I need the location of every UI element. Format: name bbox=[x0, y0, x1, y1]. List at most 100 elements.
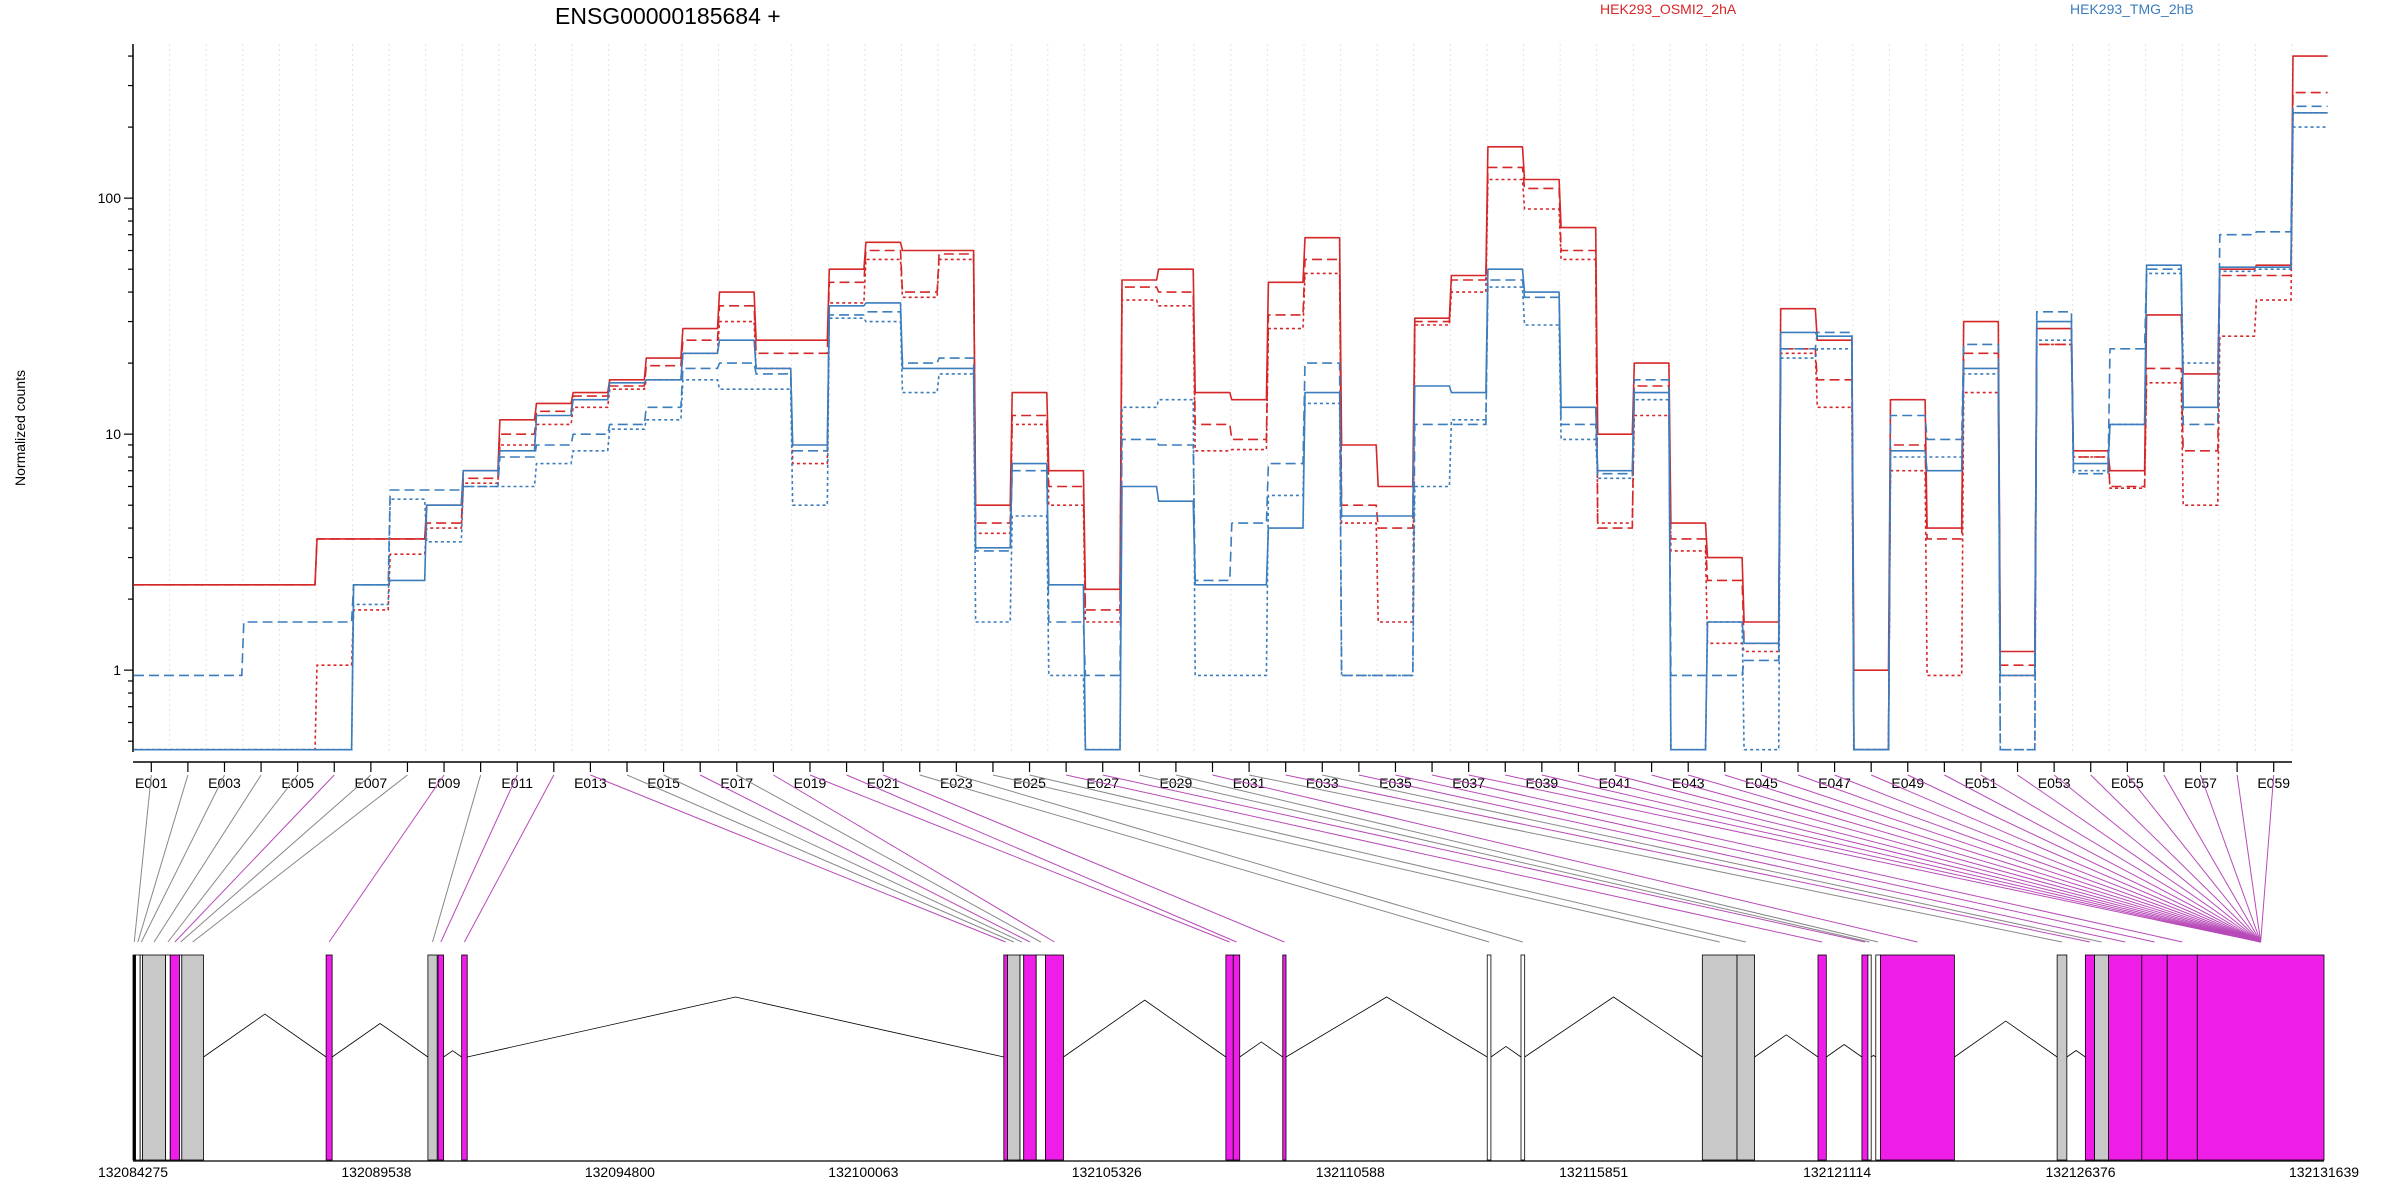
exon-connectors bbox=[133, 774, 2275, 943]
x-tick-label: E059 bbox=[2257, 775, 2290, 791]
intron-line bbox=[1754, 1034, 1819, 1058]
exon-connector bbox=[174, 774, 335, 943]
exon-connector bbox=[736, 774, 1042, 943]
exon-connector bbox=[2126, 774, 2262, 943]
exon-connector bbox=[2090, 774, 2261, 943]
exon-connector bbox=[1614, 774, 2261, 943]
coordinate-label: 132100063 bbox=[828, 1164, 898, 1180]
exon-connector bbox=[328, 774, 445, 943]
x-tick-label: E031 bbox=[1233, 775, 1266, 791]
exon-connector bbox=[1212, 774, 1918, 943]
exon-block bbox=[2196, 954, 2325, 1161]
exon-connector bbox=[1358, 774, 2126, 943]
exon-connector bbox=[1724, 774, 2261, 943]
intron-line bbox=[1524, 996, 1703, 1058]
axes bbox=[132, 44, 2292, 763]
exon-connector bbox=[1907, 774, 2261, 943]
exon-connector bbox=[137, 774, 189, 943]
exon-connector bbox=[1468, 774, 2261, 943]
exon-connector bbox=[1029, 774, 1746, 943]
x-tick-label: E007 bbox=[355, 775, 388, 791]
exon-connector bbox=[1541, 774, 2261, 943]
exon-connector bbox=[590, 774, 1006, 943]
x-tick-label: E049 bbox=[1891, 775, 1924, 791]
x-tick-label: E055 bbox=[2111, 775, 2144, 791]
coordinate-label: 132110588 bbox=[1316, 1164, 1385, 1180]
coordinate-label: 132131639 bbox=[2289, 1164, 2359, 1180]
exon-block bbox=[1045, 954, 1064, 1161]
x-tick-label: E013 bbox=[574, 775, 607, 791]
gene-model bbox=[132, 954, 2325, 1162]
exon-block bbox=[1867, 954, 1872, 1161]
intron-line bbox=[1239, 1041, 1283, 1058]
exon-block bbox=[427, 954, 438, 1161]
exon-block bbox=[1023, 954, 1037, 1161]
exon-connector bbox=[432, 774, 482, 943]
exon-connector bbox=[1139, 774, 1870, 943]
exon-block bbox=[1232, 954, 1241, 1161]
exon-block bbox=[1736, 954, 1756, 1161]
exon-connector bbox=[1688, 774, 2261, 943]
series-line-osmi2-dashed bbox=[134, 91, 2328, 751]
exon-connector bbox=[1980, 774, 2261, 943]
exon-block bbox=[1019, 954, 1025, 1161]
exon-connector bbox=[2236, 774, 2262, 943]
exon-block bbox=[165, 954, 171, 1161]
exon-connector bbox=[180, 774, 372, 943]
exon-connector bbox=[663, 774, 1023, 943]
exon-connector bbox=[1066, 774, 1823, 943]
coordinate-label: 132089538 bbox=[341, 1164, 411, 1180]
exon-connector bbox=[1285, 774, 2091, 943]
series-line-tmg-dotted bbox=[134, 126, 2328, 751]
intron-line bbox=[1490, 1045, 1522, 1058]
x-tick-label: E053 bbox=[2038, 775, 2071, 791]
intron-line bbox=[2066, 1050, 2086, 1058]
exon-block bbox=[1880, 954, 1955, 1161]
coordinate-label: 132094800 bbox=[585, 1164, 655, 1180]
exon-block bbox=[2084, 954, 2096, 1161]
exon-connector bbox=[1651, 774, 2261, 943]
exon-connector bbox=[846, 774, 1237, 943]
plot-series bbox=[134, 55, 2328, 751]
intron-line bbox=[1870, 1054, 1877, 1058]
exon-block bbox=[1486, 954, 1492, 1161]
exon-connector bbox=[919, 774, 1490, 943]
x-tick-label: E017 bbox=[720, 775, 753, 791]
intron-line bbox=[467, 996, 1004, 1058]
exon-block bbox=[2166, 954, 2198, 1161]
y-tick-label: 10 bbox=[105, 426, 121, 442]
exon-connector bbox=[153, 774, 262, 943]
y-tick-label: 100 bbox=[98, 190, 122, 206]
genomic-coordinates: 132084275 132089538 132094800 132100063 1321… bbox=[98, 1164, 2359, 1180]
exon-connector bbox=[192, 774, 408, 943]
exon-connector bbox=[1944, 774, 2261, 943]
exon-connector bbox=[1395, 774, 2155, 943]
intron-line bbox=[203, 1013, 327, 1058]
exon-connector bbox=[133, 774, 152, 943]
exon-block bbox=[1007, 954, 1021, 1161]
coordinate-label: 132115851 bbox=[1559, 1164, 1628, 1180]
exon-block bbox=[1225, 954, 1234, 1161]
exon-block bbox=[1003, 954, 1008, 1161]
exon-block bbox=[1282, 954, 1287, 1161]
exon-connector bbox=[1870, 774, 2261, 943]
exon-connector bbox=[1578, 774, 2261, 943]
x-tick-label: E005 bbox=[281, 775, 314, 791]
intron-line bbox=[1826, 1044, 1863, 1058]
intron-line bbox=[331, 1023, 429, 1058]
exon-connector bbox=[992, 774, 1720, 943]
x-tick-label: E045 bbox=[1745, 775, 1778, 791]
exon-connector bbox=[809, 774, 1230, 943]
exon-connector bbox=[1248, 774, 2063, 943]
exon-block bbox=[1817, 954, 1827, 1161]
exon-connector bbox=[1102, 774, 1866, 943]
exon-connector bbox=[773, 774, 1055, 943]
exon-connector bbox=[2017, 774, 2261, 943]
x-tick-label: E015 bbox=[647, 775, 680, 791]
exon-block bbox=[1875, 954, 1881, 1161]
x-tick-label: E019 bbox=[794, 775, 827, 791]
intron-line bbox=[1285, 996, 1488, 1058]
exon-block bbox=[2141, 954, 2168, 1161]
y-tick-label: 1 bbox=[113, 662, 121, 678]
